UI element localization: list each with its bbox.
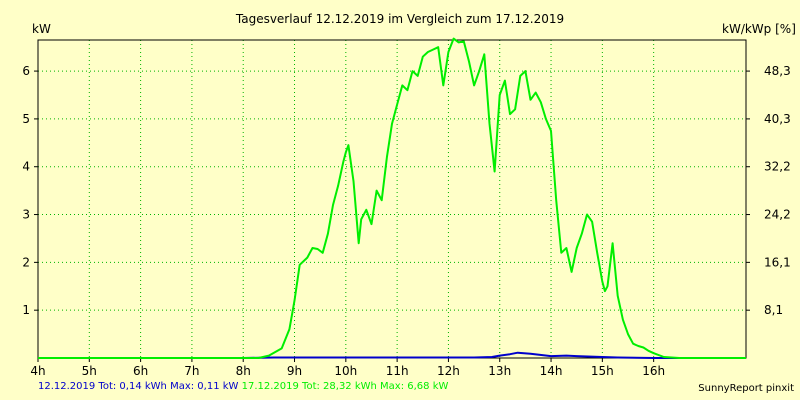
x-tick-label: 15h	[591, 364, 614, 378]
x-tick-label: 12h	[437, 364, 460, 378]
x-tick-label: 16h	[642, 364, 665, 378]
y-axis-right-label: kW/kWp [%]	[722, 22, 796, 36]
y-tick-label-right: 24,2	[764, 208, 791, 222]
y-tick-label-left: 3	[22, 208, 30, 222]
grid	[37, 40, 746, 358]
plot-frame	[37, 39, 747, 359]
y-axis-left-label: kW	[32, 22, 51, 36]
footer-summary: 12.12.2019 Tot: 0,14 kWh Max: 0,11 kW 17…	[38, 381, 448, 392]
x-tick-label: 9h	[287, 364, 302, 378]
footer-series-b: 17.12.2019 Tot: 28,32 kWh Max: 6,68 kW	[241, 381, 449, 392]
series-line-a	[38, 351, 746, 359]
x-tick-label: 13h	[488, 364, 511, 378]
y-tick-label-left: 1	[22, 303, 30, 317]
x-tick-label: 7h	[184, 364, 199, 378]
y-tick-label-right: 48,3	[764, 64, 791, 78]
footer-series-a: 12.12.2019 Tot: 0,14 kWh Max: 0,11 kW	[38, 381, 239, 392]
x-tick-label: 5h	[82, 364, 97, 378]
y-tick-label-right: 16,1	[764, 255, 791, 269]
series-line-b	[38, 37, 746, 359]
y-tick-label-left: 4	[22, 160, 30, 174]
tick-labels: 4h 5h 6h 7h 8h 9h 10h 11h 12h 13h 14h 15h 16h 1 8,1 2 16…	[22, 64, 790, 378]
x-tick-label: 10h	[334, 364, 357, 378]
x-tick-label: 6h	[133, 364, 148, 378]
x-tick-label: 11h	[386, 364, 409, 378]
series-lines	[38, 37, 746, 359]
credit-text: SunnyReport pinxit	[698, 383, 794, 394]
y-tick-label-right: 40,3	[764, 112, 791, 126]
y-tick-label-right: 8,1	[764, 303, 783, 317]
x-tick-label: 8h	[236, 364, 251, 378]
chart-title: Tagesverlauf 12.12.2019 im Vergleich zum…	[235, 12, 564, 26]
y-tick-label-left: 2	[22, 255, 30, 269]
y-tick-label-left: 5	[22, 112, 30, 126]
y-tick-label-right: 32,2	[764, 160, 791, 174]
axes	[34, 39, 750, 362]
x-tick-label: 14h	[540, 364, 563, 378]
y-tick-label-left: 6	[22, 64, 30, 78]
x-tick-label: 4h	[30, 364, 45, 378]
